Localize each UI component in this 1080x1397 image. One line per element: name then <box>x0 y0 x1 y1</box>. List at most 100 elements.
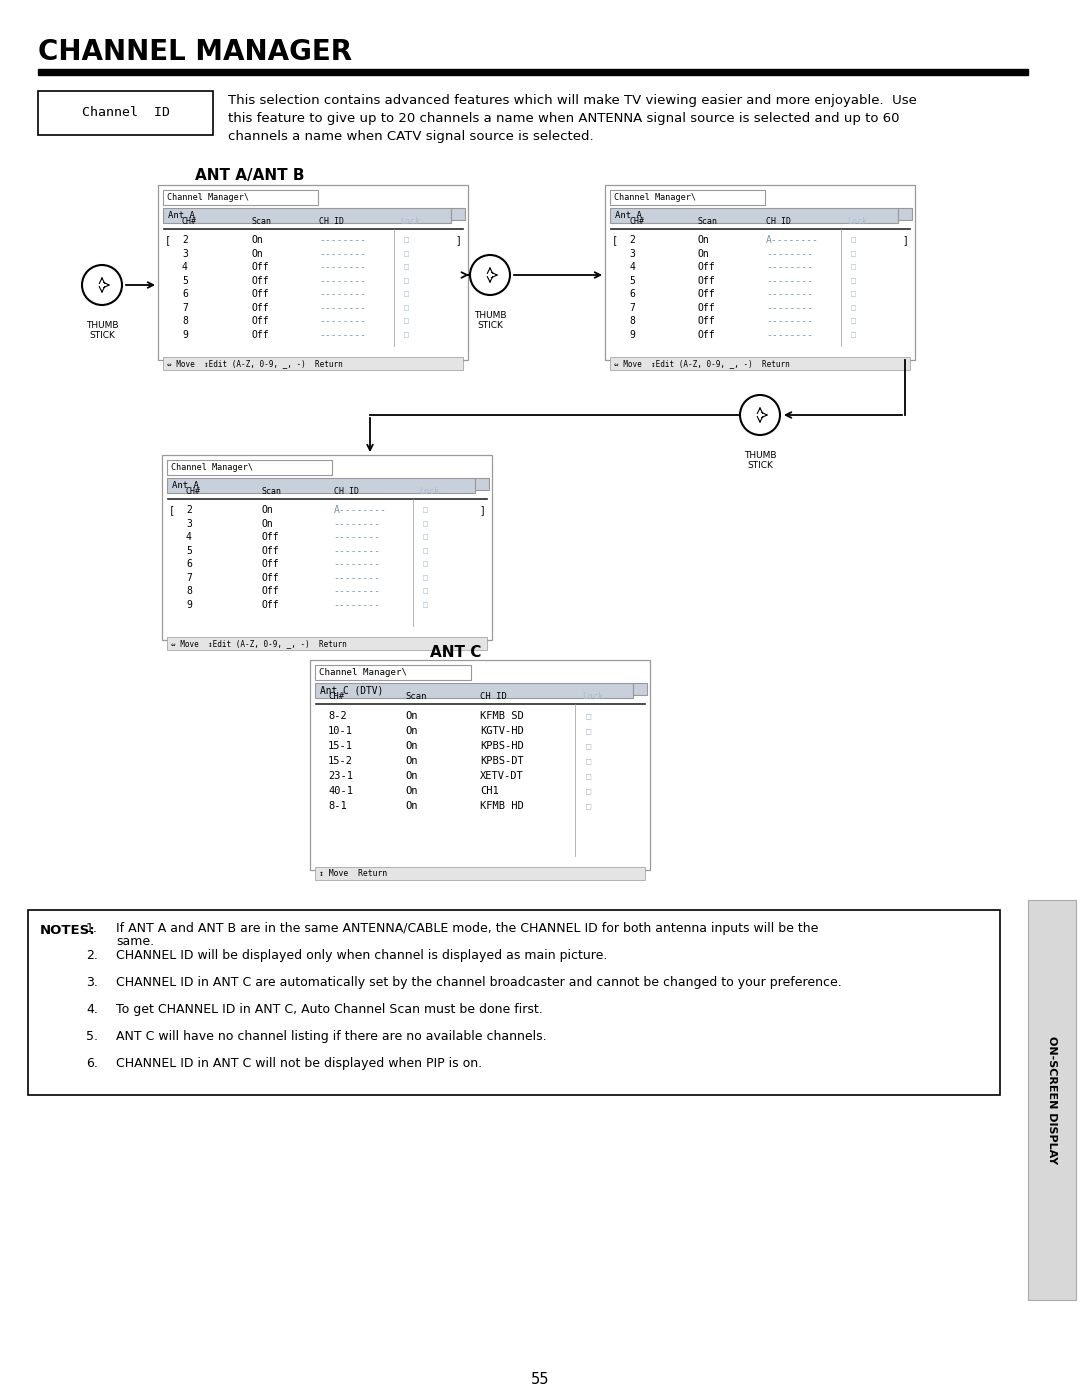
Text: Channel Manager\: Channel Manager\ <box>615 193 696 203</box>
Text: □: □ <box>404 289 409 299</box>
Text: --------: -------- <box>334 599 380 609</box>
Text: □: □ <box>404 236 409 244</box>
Text: Channel Manager\: Channel Manager\ <box>171 462 253 472</box>
Text: channels a name when CATV signal source is selected.: channels a name when CATV signal source … <box>228 130 594 142</box>
Text: --------: -------- <box>320 263 366 272</box>
Text: KGTV-HD: KGTV-HD <box>480 726 524 736</box>
Text: Off: Off <box>251 275 269 285</box>
Bar <box>1028 900 1076 1301</box>
Text: 4: 4 <box>183 263 188 272</box>
Text: --------: -------- <box>320 316 366 326</box>
Bar <box>897 208 912 219</box>
Text: Scan: Scan <box>251 217 271 226</box>
Text: 7: 7 <box>186 573 192 583</box>
Text: If ANT A and ANT B are in the same ANTENNA/CABLE mode, the CHANNEL ID for both a: If ANT A and ANT B are in the same ANTEN… <box>116 922 819 935</box>
Text: Off: Off <box>698 303 716 313</box>
Text: 8-2: 8-2 <box>328 711 347 721</box>
Text: 8: 8 <box>183 316 188 326</box>
Text: 55: 55 <box>530 1372 550 1387</box>
Text: 40-1: 40-1 <box>328 787 353 796</box>
Text: --------: -------- <box>766 275 813 285</box>
Text: [: [ <box>612 235 618 244</box>
Text: 5.: 5. <box>86 1030 98 1044</box>
Text: --------: -------- <box>334 573 380 583</box>
Text: □: □ <box>423 560 429 569</box>
Text: 7: 7 <box>183 303 188 313</box>
Bar <box>38 68 1028 75</box>
Text: □: □ <box>404 263 409 271</box>
Text: 3: 3 <box>186 518 192 528</box>
Text: 4: 4 <box>186 532 192 542</box>
Text: □: □ <box>404 330 409 339</box>
Text: On: On <box>405 787 418 796</box>
Text: CH#: CH# <box>328 692 345 701</box>
Text: □: □ <box>586 742 592 750</box>
Text: 15-1: 15-1 <box>328 742 353 752</box>
Text: --------: -------- <box>334 532 380 542</box>
Text: same.: same. <box>116 935 154 949</box>
Text: --------: -------- <box>320 235 366 244</box>
Text: Channel Manager\: Channel Manager\ <box>167 193 249 203</box>
Bar <box>475 478 489 490</box>
Text: ANT A/ANT B: ANT A/ANT B <box>195 168 305 183</box>
Text: 2: 2 <box>186 506 192 515</box>
Bar <box>163 358 463 370</box>
Text: □: □ <box>404 277 409 285</box>
Text: [: [ <box>165 235 171 244</box>
Text: 8-1: 8-1 <box>328 802 347 812</box>
Text: 8: 8 <box>186 587 192 597</box>
Text: □: □ <box>851 263 855 271</box>
Text: On: On <box>261 518 273 528</box>
Text: --------: -------- <box>766 249 813 258</box>
Text: Off: Off <box>261 599 279 609</box>
Text: 6: 6 <box>629 289 635 299</box>
Bar <box>162 455 492 640</box>
Text: □: □ <box>423 520 429 528</box>
Text: On: On <box>698 235 710 244</box>
Text: CH ID: CH ID <box>334 488 359 496</box>
Text: THUMB
STICK: THUMB STICK <box>744 451 777 471</box>
Text: □: □ <box>586 711 592 721</box>
Text: Off: Off <box>261 573 279 583</box>
Bar <box>605 184 915 360</box>
Bar <box>167 460 332 475</box>
Text: KFMB HD: KFMB HD <box>480 802 524 812</box>
Text: ]: ] <box>902 235 908 244</box>
Text: Off: Off <box>261 559 279 569</box>
Text: To get CHANNEL ID in ANT C, Auto Channel Scan must be done first.: To get CHANNEL ID in ANT C, Auto Channel… <box>116 1003 543 1016</box>
Text: 2.: 2. <box>86 949 98 963</box>
Text: Off: Off <box>698 263 716 272</box>
Text: --------: -------- <box>334 587 380 597</box>
Bar <box>163 208 451 224</box>
Text: Off: Off <box>698 275 716 285</box>
Bar <box>167 637 487 650</box>
Text: CHANNEL ID in ANT C will not be displayed when PIP is on.: CHANNEL ID in ANT C will not be displaye… <box>116 1058 482 1070</box>
Text: 7: 7 <box>629 303 635 313</box>
Bar <box>28 909 1000 1095</box>
Text: ON-SCREEN DISPLAY: ON-SCREEN DISPLAY <box>1047 1037 1057 1164</box>
Text: Off: Off <box>261 532 279 542</box>
Text: □: □ <box>586 802 592 810</box>
Text: CH1: CH1 <box>480 787 499 796</box>
Text: Ant A: Ant A <box>172 481 199 490</box>
Bar <box>315 868 645 880</box>
Text: CH ID: CH ID <box>766 217 792 226</box>
Text: On: On <box>405 711 418 721</box>
Text: Off: Off <box>698 330 716 339</box>
Text: ]: ] <box>480 506 485 515</box>
Text: Off: Off <box>251 289 269 299</box>
Text: THUMB
STICK: THUMB STICK <box>474 312 507 331</box>
Bar <box>167 478 475 493</box>
Text: CHANNEL ID in ANT C are automatically set by the channel broadcaster and cannot : CHANNEL ID in ANT C are automatically se… <box>116 977 841 989</box>
Text: □: □ <box>423 573 429 583</box>
Text: 5: 5 <box>183 275 188 285</box>
Bar <box>610 208 897 224</box>
Text: 3: 3 <box>183 249 188 258</box>
Bar <box>163 190 318 205</box>
Text: On: On <box>405 802 418 812</box>
Text: XETV-DT: XETV-DT <box>480 771 524 781</box>
Bar <box>315 665 471 680</box>
Text: KPBS-HD: KPBS-HD <box>480 742 524 752</box>
Text: On: On <box>698 249 710 258</box>
Text: ⇔ Move  ↕Edit (A-Z, 0-9, _, -)  Return: ⇔ Move ↕Edit (A-Z, 0-9, _, -) Return <box>615 359 789 367</box>
